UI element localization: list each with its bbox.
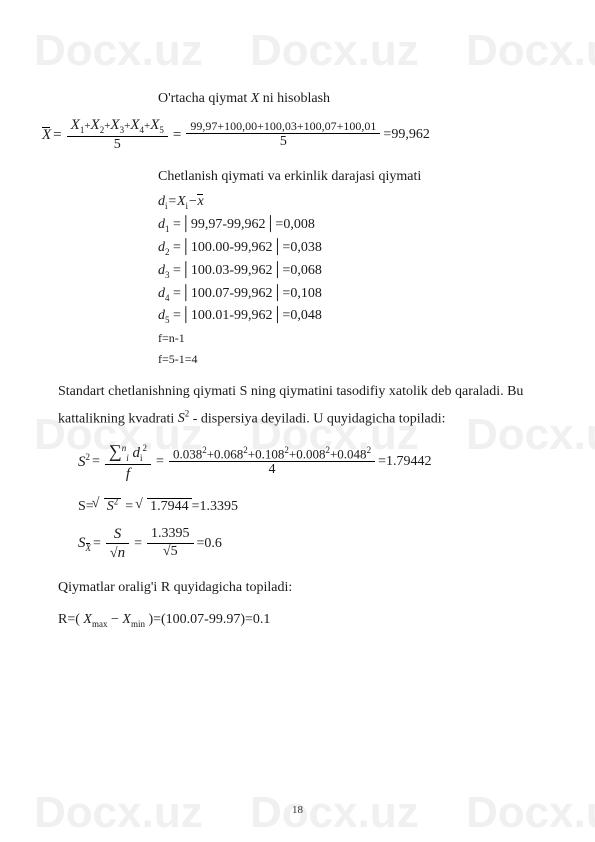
x-symbol: X (251, 91, 260, 106)
range-equation: R=( Xmax − Xmin )=(100.07-99.97)=0.1 (58, 609, 537, 631)
d4-equation: d4 =│100.07-99,962│=0,108 (158, 286, 537, 303)
d-lhs: d4 (158, 286, 170, 301)
s2-result: =1.79442 (378, 454, 431, 470)
xmax: Xmax (83, 612, 107, 627)
numeric-denominator: 5 (186, 134, 380, 151)
sx-numeric-frac: 1.3395 √5 (147, 526, 194, 561)
sx-equation: SX = S √n = 1.3395 √5 =0.6 (78, 525, 537, 563)
r-body: )=(100.07-99.97)=0.1 (148, 612, 270, 627)
intro-line: O'rtacha qiymat X ni hisoblash (158, 88, 537, 110)
s-result: =1.3395 (192, 496, 238, 518)
sx-den: √5 (147, 544, 194, 561)
s2-num: 0.0382+0.0682+0.1082+0.0082+0.0482 (169, 445, 375, 463)
equals-icon: = (125, 496, 133, 518)
s2-lhs: S2 (78, 452, 90, 471)
sx-lhs: SX (78, 535, 91, 553)
d5-result: =0,048 (282, 308, 321, 323)
variance-paragraph: Standart chetlanishning qiymati S ning q… (58, 379, 537, 433)
d2-result: =0,038 (282, 240, 321, 255)
symbolic-numerator: X1+X2+X3+X4+X5 (67, 116, 168, 137)
s2-sym-num: ∑ni di2 (105, 441, 151, 465)
d5-equation: d5 =│100.01-99,962│=0,048 (158, 308, 537, 325)
variance-text-1: Standart chetlanishning qiymati S ning q… (58, 384, 523, 399)
variance-text-2a: kattalikning kvadrati (58, 411, 178, 426)
mean-result: =99,962 (383, 127, 429, 143)
d2-equation: d2 =│100.00-99,962│=0,038 (158, 240, 537, 257)
f-value: f=5-1=4 (158, 352, 537, 367)
r-prefix: R=( (58, 612, 80, 627)
mean-equation: X = X1+X2+X3+X4+X5 5 = 99,97+100,00+100,… (42, 116, 537, 154)
minus-icon: − (111, 612, 119, 627)
s-squared-symbol: S2 (178, 411, 190, 426)
range-heading: Qiymatlar oralig'i R quyidagicha topilad… (58, 575, 537, 602)
d-definition: di=Xi−x (158, 194, 537, 211)
s2-symbolic-frac: ∑ni di2 f (105, 441, 151, 483)
numeric-fraction: 99,97+100,00+100,03+100,07+100,01 5 (186, 119, 380, 151)
s-squared-equation: S2 = ∑ni di2 f = 0.0382+0.0682+0.1082+0.… (78, 441, 537, 483)
sx-result: =0.6 (197, 536, 222, 552)
d-lhs: d5 (158, 308, 170, 323)
s2-den: 4 (169, 462, 375, 479)
d3-equation: d3 =│100.03-99,962│=0,068 (158, 263, 537, 280)
intro-prefix: O'rtacha qiymat (158, 91, 251, 106)
symbolic-denominator: 5 (67, 137, 168, 154)
equals-icon: = (156, 454, 164, 470)
s2-numeric-frac: 0.0382+0.0682+0.1082+0.0082+0.0482 4 (169, 445, 375, 480)
s2-sym-den: f (105, 465, 151, 483)
d-lhs: d3 (158, 263, 170, 278)
d1-result: =0,008 (275, 217, 314, 232)
xmin: Xmin (122, 612, 145, 627)
equals-icon: = (93, 536, 101, 552)
deviation-heading: Chetlanish qiymati va erkinlik darajasi … (158, 166, 537, 188)
equals-abs: =│100.00-99,962│ (173, 240, 282, 255)
symbolic-fraction: X1+X2+X3+X4+X5 5 (67, 116, 168, 154)
xbar-lhs: X (42, 127, 51, 144)
equals-icon: = (53, 127, 61, 144)
f-definition: f=n-1 (158, 331, 537, 346)
d-lhs: d1 (158, 217, 170, 232)
intro-suffix: ni hisoblash (263, 91, 330, 106)
d1-equation: d1 =│99,97-99,962│=0,008 (158, 217, 537, 234)
equals-icon: = (173, 127, 181, 144)
equals-icon: = (134, 536, 142, 552)
sqrt-value: 1.7944 (137, 496, 192, 518)
page-number: 18 (0, 804, 595, 816)
equals-abs: =│100.07-99,962│ (173, 286, 282, 301)
equals-abs: =│99,97-99,962│ (173, 217, 275, 232)
equals-abs: =│100.03-99,962│ (173, 263, 282, 278)
sqrt-s2: S2 (94, 495, 122, 519)
s-equation: S= S2 = 1.7944 =1.3395 (78, 495, 537, 519)
d-symbol: di=Xi−x (158, 194, 204, 209)
sx-sym-den: √n (106, 544, 129, 563)
d3-result: =0,068 (282, 263, 321, 278)
numeric-numerator: 99,97+100,00+100,03+100,07+100,01 (186, 119, 380, 134)
sx-num: 1.3395 (147, 526, 194, 544)
equals-abs: =│100.01-99,962│ (173, 308, 282, 323)
d-lhs: d2 (158, 240, 170, 255)
sx-sym-num: S (106, 525, 129, 544)
equals-icon: = (92, 454, 100, 470)
d4-result: =0,108 (282, 286, 321, 301)
page-content: O'rtacha qiymat X ni hisoblash X = X1+X2… (0, 0, 595, 632)
variance-text-2b: - dispersiya deyiladi. U quyidagicha top… (193, 411, 446, 426)
sx-symbolic-frac: S √n (106, 525, 129, 563)
